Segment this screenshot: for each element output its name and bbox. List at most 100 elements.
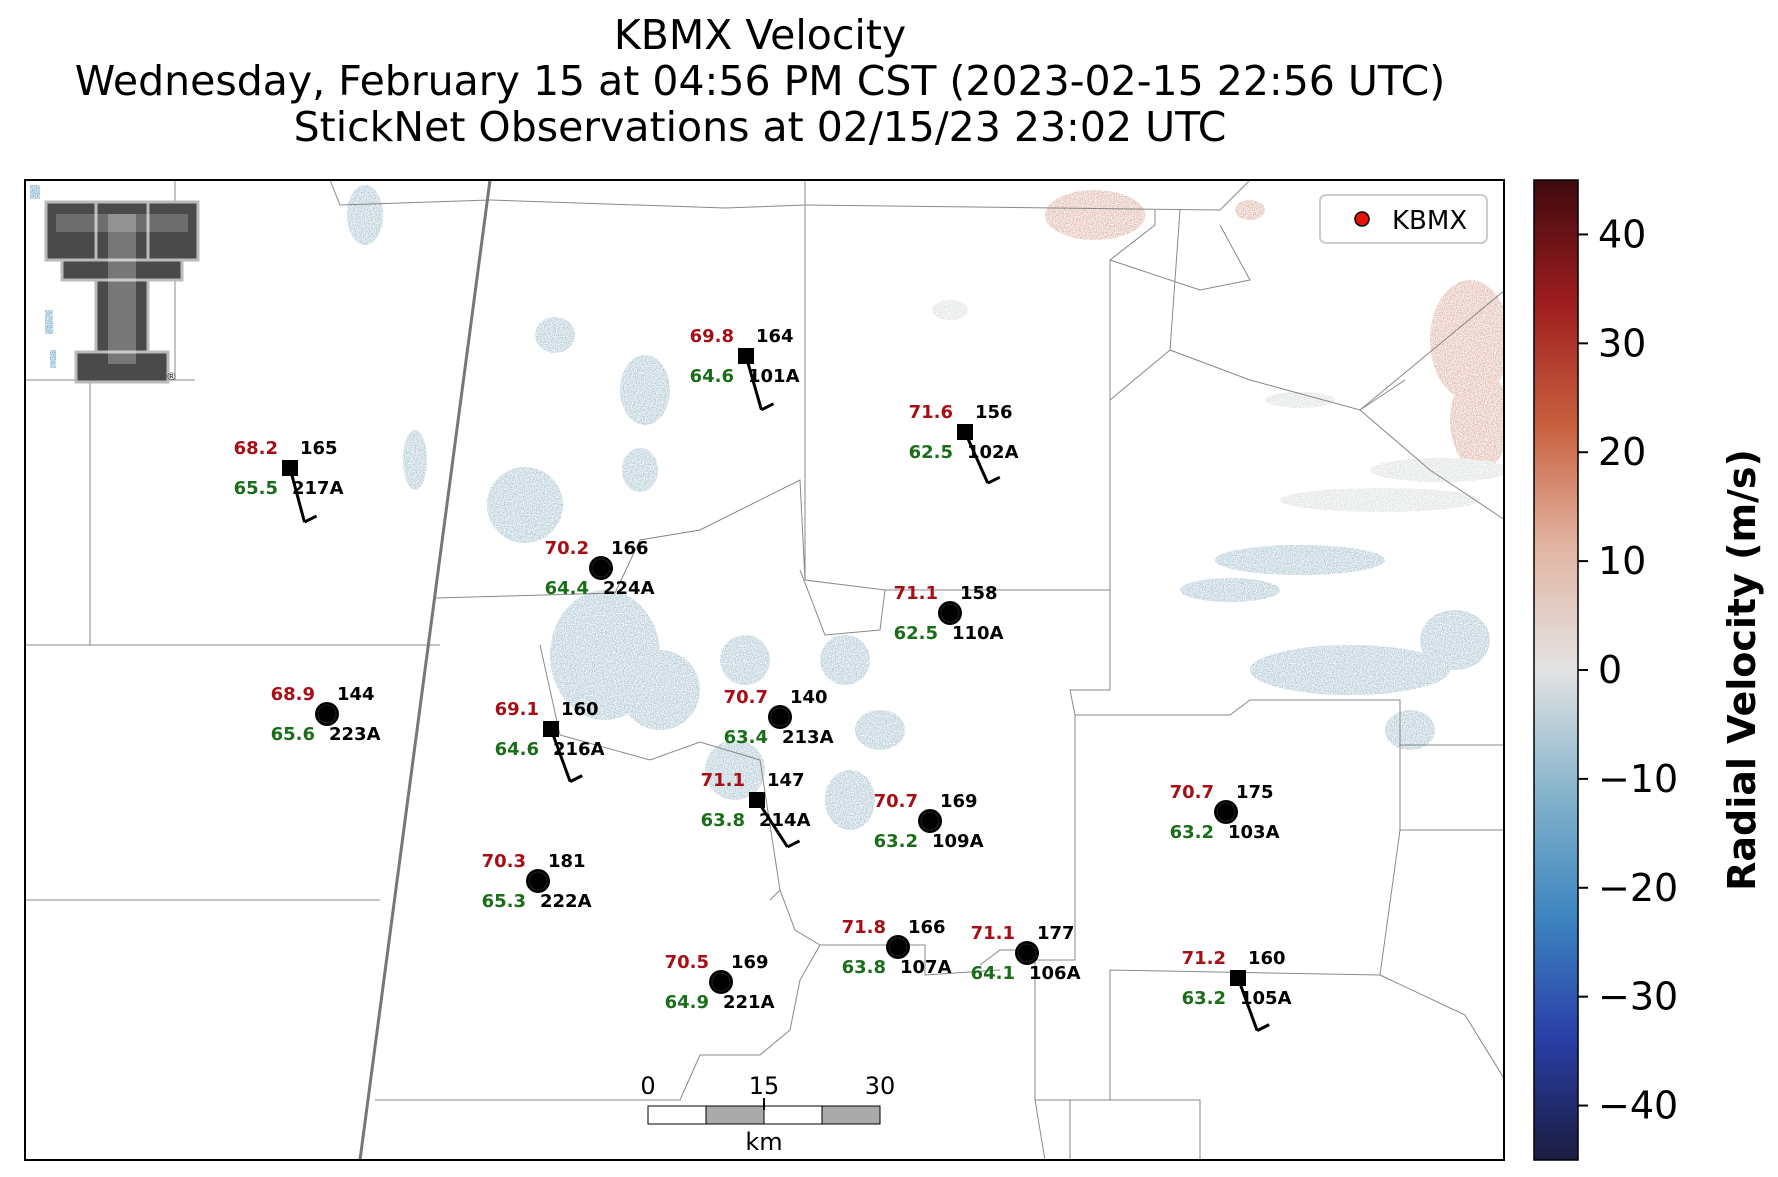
legend-label: KBMX bbox=[1392, 206, 1467, 236]
county-boundaries bbox=[25, 180, 1504, 1160]
station-id: 106A bbox=[1029, 963, 1081, 984]
wind-barb-flag bbox=[786, 839, 801, 849]
station-id: 217A bbox=[292, 478, 344, 499]
station-marker-circle bbox=[526, 869, 550, 893]
station-wind-dir: 166 bbox=[908, 917, 946, 938]
station-marker-circle bbox=[918, 809, 942, 833]
station-wind-dir: 140 bbox=[790, 687, 828, 708]
station-107a[interactable]: 71.8 166 63.8 107A bbox=[842, 917, 952, 978]
colorbar-tick-label: 0 bbox=[1598, 648, 1622, 692]
station-dewpoint: 64.6 bbox=[690, 366, 734, 387]
legend: KBMX bbox=[1319, 194, 1488, 244]
station-wind-dir: 169 bbox=[940, 791, 978, 812]
state-boundary bbox=[358, 180, 492, 1160]
station-dewpoint: 63.2 bbox=[1170, 822, 1214, 843]
station-214a[interactable]: 71.1 147 63.8 214A bbox=[701, 770, 811, 849]
station-id: 213A bbox=[782, 727, 834, 748]
station-temp: 68.2 bbox=[234, 438, 278, 459]
station-wind-dir: 165 bbox=[300, 438, 338, 459]
station-105a[interactable]: 71.2 160 63.2 105A bbox=[1182, 948, 1292, 1032]
colorbar-tick-label: 30 bbox=[1598, 321, 1646, 365]
station-dewpoint: 65.5 bbox=[234, 478, 278, 499]
station-101a[interactable]: 69.8 164 64.6 101A bbox=[690, 326, 800, 412]
station-temp: 69.1 bbox=[495, 699, 539, 720]
station-marker-square bbox=[543, 721, 559, 737]
station-id: 110A bbox=[952, 623, 1004, 644]
colorbar-tick-label: 10 bbox=[1598, 539, 1646, 583]
title-block: KBMX Velocity Wednesday, February 15 at … bbox=[0, 12, 1520, 150]
station-marker-ring bbox=[940, 603, 960, 623]
station-marker-square bbox=[282, 460, 298, 476]
station-wind-dir: 175 bbox=[1236, 782, 1274, 803]
station-wind-dir: 160 bbox=[561, 699, 599, 720]
station-marker-ring bbox=[920, 811, 940, 831]
station-103a[interactable]: 70.7 175 63.2 103A bbox=[1170, 782, 1280, 843]
station-dewpoint: 63.8 bbox=[842, 957, 886, 978]
station-109a[interactable]: 70.7 169 63.2 109A bbox=[874, 791, 984, 852]
station-temp: 68.9 bbox=[271, 684, 315, 705]
station-marker-ring bbox=[888, 937, 908, 957]
colorbar-gradient bbox=[1533, 179, 1579, 1161]
station-marker-circle bbox=[315, 702, 339, 726]
radar-echoes bbox=[30, 185, 1504, 830]
station-dewpoint: 63.2 bbox=[1182, 988, 1226, 1009]
station-id: 105A bbox=[1240, 988, 1292, 1009]
wind-barb bbox=[963, 431, 990, 484]
station-id: 216A bbox=[553, 739, 605, 760]
station-temp: 70.3 bbox=[482, 851, 526, 872]
station-marker-square bbox=[738, 348, 754, 364]
station-wind-dir: 147 bbox=[767, 770, 805, 791]
stations-layer: 69.8 164 64.6 101A 71.6 156 62.5 102A 68.2 165 65.… bbox=[234, 326, 1292, 1032]
station-dewpoint: 62.5 bbox=[894, 623, 938, 644]
scale-tick-30: 30 bbox=[865, 1072, 896, 1100]
station-221a[interactable]: 70.5 169 64.9 221A bbox=[665, 952, 775, 1013]
station-marker-circle bbox=[886, 935, 910, 959]
station-wind-dir: 166 bbox=[611, 538, 649, 559]
station-marker-ring bbox=[317, 704, 337, 724]
colorbar-tick-label: −30 bbox=[1598, 975, 1678, 1019]
station-marker-ring bbox=[528, 871, 548, 891]
station-224a[interactable]: 70.2 166 64.4 224A bbox=[545, 538, 655, 599]
station-wind-dir: 164 bbox=[756, 326, 794, 347]
wind-barb bbox=[1236, 977, 1259, 1032]
station-id: 102A bbox=[967, 442, 1019, 463]
colorbar-tick-label: 40 bbox=[1598, 212, 1646, 256]
wind-barb bbox=[549, 728, 572, 783]
station-marker-ring bbox=[770, 707, 790, 727]
station-temp: 71.8 bbox=[842, 917, 886, 938]
station-dewpoint: 64.1 bbox=[971, 963, 1015, 984]
station-marker-circle bbox=[1214, 800, 1238, 824]
station-106a[interactable]: 71.1 177 64.1 106A bbox=[971, 923, 1081, 984]
station-217a[interactable]: 68.2 165 65.5 217A bbox=[234, 438, 344, 524]
wind-barb bbox=[288, 467, 306, 523]
station-marker-circle bbox=[938, 601, 962, 625]
colorbar-tick-label: −20 bbox=[1598, 866, 1678, 910]
station-102a[interactable]: 71.6 156 62.5 102A bbox=[909, 402, 1019, 485]
station-temp: 69.8 bbox=[690, 326, 734, 347]
station-marker-circle bbox=[589, 556, 613, 580]
station-dewpoint: 63.4 bbox=[724, 727, 768, 748]
wind-barb-flag bbox=[303, 514, 318, 524]
wind-barb-flag bbox=[760, 402, 775, 412]
station-216a[interactable]: 69.1 160 64.6 216A bbox=[495, 699, 605, 783]
title-line-3: StickNet Observations at 02/15/23 23:02 … bbox=[293, 103, 1227, 151]
station-213a[interactable]: 70.7 140 63.4 213A bbox=[724, 687, 834, 748]
title-line-1: KBMX Velocity bbox=[613, 11, 907, 59]
station-marker-circle bbox=[768, 705, 792, 729]
scale-unit: km bbox=[745, 1128, 782, 1156]
colorbar-tick-label: 20 bbox=[1598, 430, 1646, 474]
station-223a[interactable]: 68.9 144 65.6 223A bbox=[271, 684, 381, 745]
station-110a[interactable]: 71.1 158 62.5 110A bbox=[894, 583, 1004, 644]
station-id: 223A bbox=[329, 724, 381, 745]
station-temp: 71.1 bbox=[894, 583, 938, 604]
logo-registered-mark: ® bbox=[166, 370, 177, 383]
station-dewpoint: 65.6 bbox=[271, 724, 315, 745]
station-dewpoint: 64.4 bbox=[545, 578, 589, 599]
colorbar-tick-label: −40 bbox=[1598, 1084, 1678, 1128]
station-wind-dir: 169 bbox=[731, 952, 769, 973]
legend-marker bbox=[1354, 211, 1370, 227]
station-wind-dir: 160 bbox=[1248, 948, 1286, 969]
station-222a[interactable]: 70.3 181 65.3 222A bbox=[482, 851, 592, 912]
station-temp: 71.1 bbox=[701, 770, 745, 791]
